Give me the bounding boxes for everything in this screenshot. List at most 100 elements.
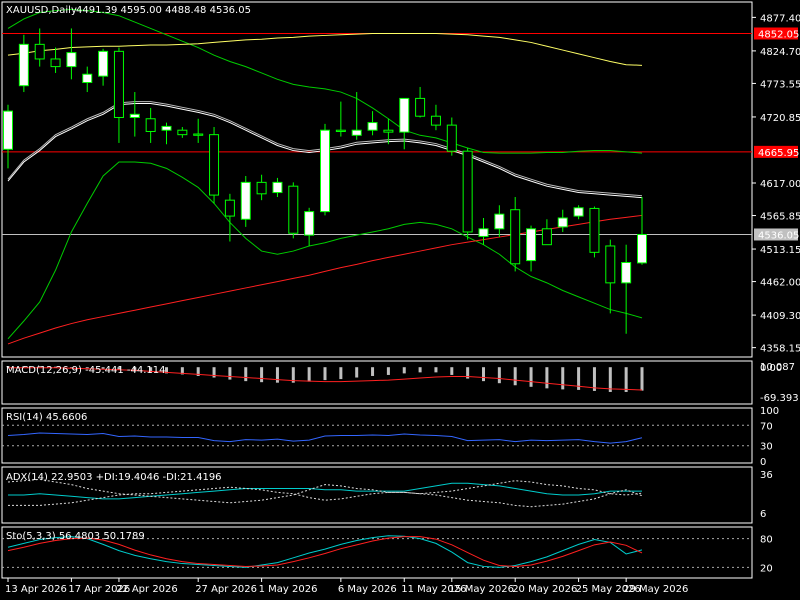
- rsi-panel[interactable]: [1, 407, 753, 464]
- price-tick-label: 4409.30: [760, 311, 800, 322]
- stochastic-panel[interactable]: [1, 526, 753, 579]
- candle-body[interactable]: [177, 129, 188, 136]
- moving-average-red-line: [7, 214, 643, 345]
- candle-body[interactable]: [621, 262, 632, 284]
- date-tick-label: 27 Apr 2026: [195, 584, 257, 595]
- candle-body[interactable]: [526, 228, 537, 262]
- candle-body[interactable]: [589, 207, 600, 253]
- candle-body[interactable]: [541, 228, 552, 246]
- candle-body[interactable]: [82, 73, 93, 84]
- bollinger-lower-line: [7, 161, 643, 340]
- price-tag-background: [754, 145, 798, 158]
- macd-histogram-bar: [371, 367, 375, 376]
- candle-body[interactable]: [240, 181, 251, 220]
- candle-body[interactable]: [3, 110, 13, 150]
- price-tag: 4852.05: [754, 27, 799, 40]
- candle-body[interactable]: [415, 97, 426, 117]
- macd-histogram-bar: [434, 367, 438, 373]
- macd-histogram-bar: [592, 367, 596, 391]
- candle-body[interactable]: [288, 185, 299, 234]
- macd-histogram-bar: [482, 367, 485, 382]
- price-tick-label: 4358.15: [760, 344, 800, 355]
- candle-body[interactable]: [224, 199, 235, 217]
- date-tick-label: 25 May 2026: [576, 584, 641, 595]
- symbol-caption: XAUUSD,Daily: [6, 5, 77, 16]
- macd-histogram-bar: [545, 367, 549, 389]
- candle-body[interactable]: [478, 228, 489, 237]
- price-tag: 4665.95: [754, 145, 799, 159]
- macd-tick-label: 0.00: [760, 363, 782, 374]
- candle-body[interactable]: [605, 245, 616, 284]
- candle-body[interactable]: [98, 50, 109, 77]
- candle-body[interactable]: [637, 233, 647, 264]
- macd-histogram-bar: [244, 367, 248, 382]
- rsi-tick-label: 70: [760, 421, 773, 432]
- candle-body[interactable]: [367, 122, 378, 131]
- macd-caption: MACD(12,26,9) -45.441 -44.114: [6, 365, 166, 376]
- candle-body[interactable]: [18, 43, 29, 87]
- candle-body[interactable]: [320, 129, 330, 213]
- candle-body[interactable]: [446, 124, 457, 152]
- candle-body[interactable]: [50, 58, 61, 68]
- bollinger-upper-line: [7, 8, 643, 154]
- candle-body[interactable]: [193, 133, 204, 136]
- price-tick-label: 4462.00: [760, 278, 800, 289]
- candle-body[interactable]: [304, 211, 315, 236]
- candle-body[interactable]: [510, 209, 521, 265]
- candle-body[interactable]: [209, 134, 220, 196]
- rsi-tick-label: 0: [760, 457, 766, 468]
- candle-body[interactable]: [557, 217, 568, 228]
- macd-histogram-bar: [212, 367, 216, 378]
- candle-body[interactable]: [161, 125, 172, 131]
- macd-histogram-bar: [386, 367, 390, 375]
- adx-tick-label: 36: [760, 470, 773, 481]
- candle-body[interactable]: [66, 52, 77, 68]
- candle-body[interactable]: [399, 97, 410, 133]
- macd-histogram-bar: [275, 367, 279, 383]
- macd-histogram-bar: [577, 367, 581, 390]
- macd-histogram-bar: [307, 367, 311, 382]
- adx-line: [8, 482, 643, 500]
- macd-histogram-bar: [149, 367, 153, 373]
- candle-body[interactable]: [462, 150, 473, 233]
- candle-body[interactable]: [129, 113, 140, 118]
- macd-histogram-bar: [54, 366, 58, 368]
- candle-body[interactable]: [335, 129, 346, 132]
- macd-histogram-bar: [339, 367, 343, 380]
- candle-body[interactable]: [34, 43, 45, 60]
- candle-body[interactable]: [573, 207, 584, 217]
- stochastic-caption: Sto(5,3,3) 56.4803 50.1789: [6, 531, 145, 542]
- date-tick-label: 29 May 2026: [623, 584, 688, 595]
- candle-body[interactable]: [383, 129, 394, 133]
- macd-histogram-bar: [165, 367, 168, 374]
- price-tag-background: [754, 27, 798, 40]
- macd-histogram-bar: [117, 367, 121, 370]
- date-tick-label: 20 May 2026: [512, 584, 577, 595]
- macd-histogram-bar: [402, 367, 406, 374]
- plus-di-line: [7, 478, 643, 508]
- date-tick-label: 1 May 2026: [259, 584, 318, 595]
- minus-di-line: [8, 480, 643, 506]
- candle-body[interactable]: [494, 213, 505, 230]
- macd-tick-label: -69.393: [760, 393, 799, 404]
- macd-histogram-bar: [418, 367, 422, 373]
- adx-tick-label: 6: [760, 509, 766, 520]
- candle-body[interactable]: [256, 181, 267, 195]
- macd-histogram-bar: [640, 367, 644, 391]
- macd-histogram-bar: [6, 366, 10, 368]
- candle-body[interactable]: [351, 129, 362, 136]
- candle-body[interactable]: [430, 115, 441, 126]
- macd-histogram-bar: [529, 367, 533, 387]
- macd-panel[interactable]: [1, 360, 753, 405]
- candle-body[interactable]: [145, 118, 156, 132]
- candle-body[interactable]: [272, 181, 283, 194]
- macd-histogram-bar: [624, 367, 628, 392]
- date-tick-label: 15 May 2026: [449, 584, 514, 595]
- date-tick-label: 22 Apr 2026: [116, 584, 178, 595]
- date-tick-label: 6 May 2026: [338, 584, 397, 595]
- main-price-panel[interactable]: [1, 1, 753, 358]
- macd-histogram-bar: [323, 367, 327, 381]
- adx-panel[interactable]: [1, 466, 753, 524]
- candle-body[interactable]: [113, 50, 124, 118]
